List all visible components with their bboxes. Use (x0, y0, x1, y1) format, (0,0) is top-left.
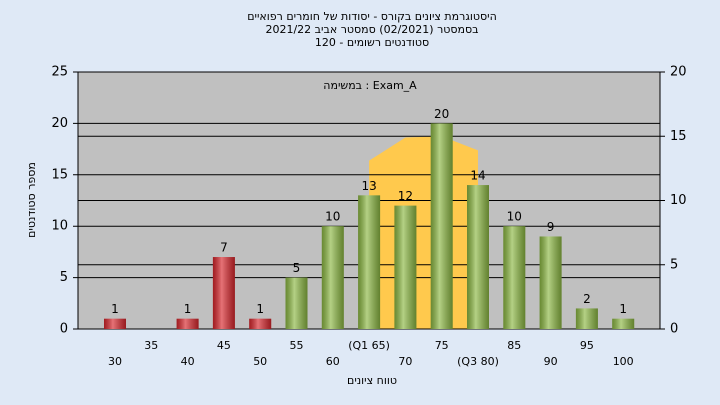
x-tick-label: 30 (108, 355, 122, 368)
value-label: 9 (547, 220, 555, 234)
x-tick-label: 35 (144, 339, 158, 352)
annotation: במשימה : Exam_A (323, 79, 417, 92)
area (369, 136, 478, 329)
bar-shade (321, 226, 344, 329)
bar-shade (612, 318, 635, 329)
y2-tick-label: 20 (670, 65, 687, 80)
value-label: 10 (507, 210, 522, 224)
x-tick-label: 70 (398, 355, 412, 368)
bar-shade (176, 318, 199, 329)
x-axis-label: טווח ציונים (347, 374, 397, 387)
bar-shade (539, 236, 562, 329)
x-tick-label: 90 (544, 355, 558, 368)
x-tick-label: 85 (507, 339, 521, 352)
value-label: 12 (398, 189, 413, 203)
title-line: היסטוגרמת ציונים בקורס - יסודות של חומרי… (247, 10, 497, 23)
x-tick-label: (Q3 80) (457, 355, 499, 368)
bar-shade (430, 123, 453, 330)
x-tick-label: 55 (290, 339, 304, 352)
value-label: 7 (220, 241, 228, 255)
bar-shade (285, 277, 308, 329)
y-tick-label: 10 (51, 219, 68, 234)
bar-shade (503, 226, 526, 329)
bar-shade (394, 205, 417, 329)
value-label: 1 (184, 302, 192, 316)
y2-tick-label: 10 (670, 193, 687, 208)
value-label: 2 (583, 292, 591, 306)
y-tick-label: 25 (51, 65, 68, 80)
bar-shade (104, 318, 126, 329)
value-label: 14 (470, 169, 485, 183)
value-label: 1 (111, 302, 119, 316)
y-tick-label: 15 (51, 167, 68, 182)
x-tick-label: 95 (580, 339, 594, 352)
x-tick-label: 100 (613, 355, 634, 368)
y-tick-label: 0 (60, 322, 68, 337)
value-label: 10 (325, 210, 340, 224)
x-tick-label: 60 (326, 355, 340, 368)
y-tick-label: 20 (51, 116, 68, 131)
bar-shade (575, 308, 598, 329)
value-label: 5 (293, 261, 301, 275)
x-tick-label: 75 (435, 339, 449, 352)
x-tick-label: 50 (253, 355, 267, 368)
value-label: 13 (361, 179, 376, 193)
bar-shade (467, 185, 489, 329)
title-line: בסמסטר (02/2021) סמסטר אביב 2021/22 (265, 23, 478, 36)
x-tick-label: (Q1 65) (348, 339, 390, 352)
value-label: 20 (434, 107, 449, 121)
value-label: 1 (256, 302, 264, 316)
bar-shade (249, 318, 272, 329)
y2-tick-label: 15 (670, 129, 687, 144)
value-label: 1 (619, 302, 627, 316)
y2-tick-label: 0 (670, 322, 678, 337)
title-line: סטודנטים רשומים - 120 (315, 36, 429, 49)
bar-shade (212, 257, 235, 329)
bar-shade (358, 195, 381, 329)
y-axis-label: מספר סטודנטים (25, 162, 38, 238)
y-tick-label: 5 (60, 270, 68, 285)
y2-tick-label: 5 (670, 257, 678, 272)
x-tick-label: 40 (181, 355, 195, 368)
x-tick-label: 45 (217, 339, 231, 352)
